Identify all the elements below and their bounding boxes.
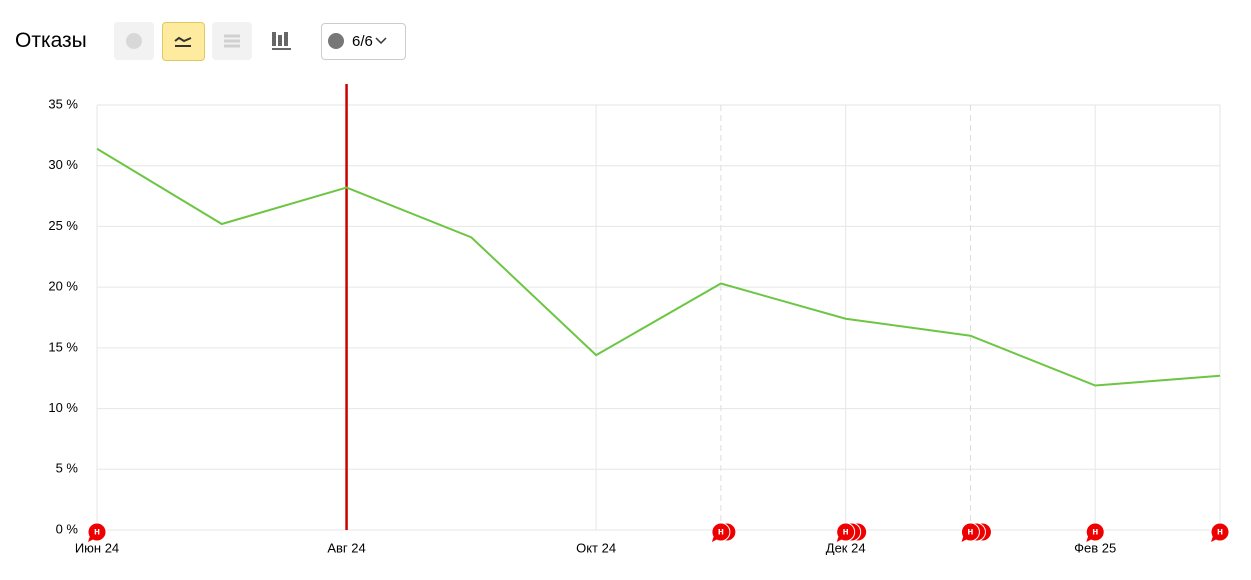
area-icon — [224, 34, 240, 48]
x-tick-label: Окт 24 — [576, 540, 616, 555]
annotation-bubble — [1085, 522, 1105, 542]
y-tick-label: 10 % — [48, 400, 78, 415]
pie-icon — [126, 33, 142, 49]
y-tick-label: 0 % — [56, 521, 79, 536]
line-icon — [174, 36, 192, 47]
comments-dropdown[interactable]: 6/6 — [321, 23, 406, 60]
annotation-bubble — [960, 522, 980, 542]
annotation-group: н — [1085, 522, 1105, 542]
toolbar: Отказы 6/6 — [0, 0, 1251, 70]
annotation-tail — [961, 536, 968, 542]
annotation-label: н — [94, 527, 100, 538]
area-button[interactable] — [212, 22, 252, 60]
annotation-group: н — [960, 522, 992, 542]
y-tick-label: 30 % — [48, 157, 78, 172]
comments-count: 6/6 — [352, 33, 373, 50]
bars-icon — [272, 32, 291, 50]
y-tick-label: 15 % — [48, 339, 78, 354]
y-tick-label: 20 % — [48, 279, 78, 294]
annotation-group: н — [1210, 522, 1230, 542]
annotation-tail — [711, 536, 718, 542]
comments-icon — [328, 33, 387, 49]
title: Отказы — [15, 29, 87, 52]
line-button[interactable] — [162, 22, 205, 61]
annotation-group: н — [836, 522, 868, 542]
x-tick-label: Июн 24 — [75, 540, 119, 555]
x-tick-label: Фев 25 — [1074, 540, 1116, 555]
annotation-label: н — [967, 527, 973, 538]
annotation-tail — [1211, 536, 1217, 542]
y-tick-label: 35 % — [48, 96, 78, 111]
y-tick-label: 5 % — [56, 461, 79, 476]
annotation-bubble — [711, 522, 731, 542]
line-series — [96, 147, 1221, 387]
annotation-bubble — [836, 522, 856, 542]
pie-button[interactable] — [114, 22, 154, 60]
bars-button[interactable] — [262, 22, 302, 60]
chart: 0 % 5 % 10 % 15 % 20 % 25 % 30 % 35 % Июн 24 Авг … — [48, 84, 1230, 555]
annotation-bubble — [1210, 522, 1230, 542]
x-tick-label: Дек 24 — [826, 540, 866, 555]
x-tick-label: Авг 24 — [327, 540, 365, 555]
annotation-tail — [88, 536, 94, 542]
annotation-label: н — [1092, 527, 1098, 538]
annotation-tail — [836, 536, 843, 542]
annotation-tail — [1086, 536, 1093, 542]
annotation-label: н — [843, 527, 849, 538]
annotation-group: н — [87, 522, 107, 542]
y-tick-label: 25 % — [48, 218, 78, 233]
annotation-label: н — [718, 527, 724, 538]
annotation-group: н — [711, 522, 737, 542]
annotation-label: н — [1217, 527, 1223, 538]
annotation-bubble — [87, 522, 107, 542]
